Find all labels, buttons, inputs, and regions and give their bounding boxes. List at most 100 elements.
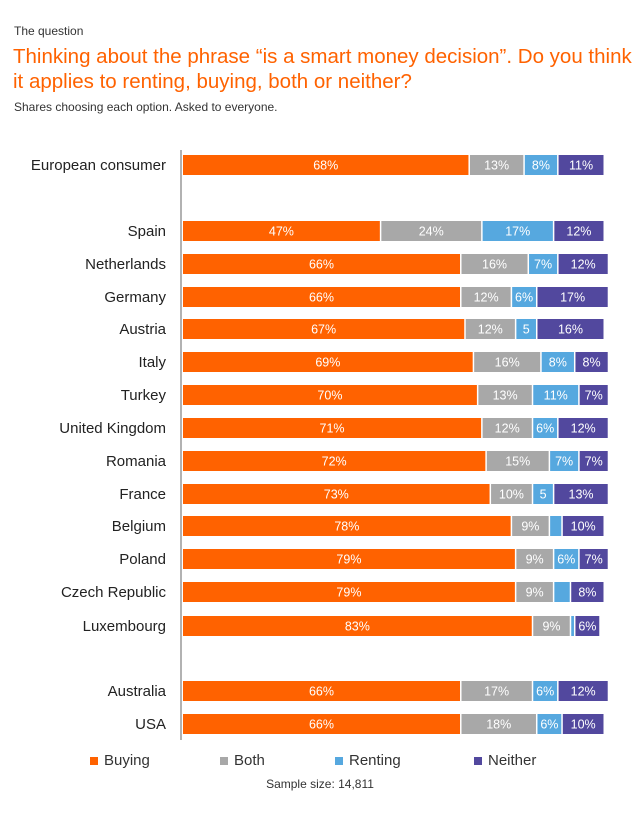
data-label: 18% bbox=[486, 718, 511, 732]
bar-segment-both bbox=[461, 287, 511, 307]
data-label: 10% bbox=[499, 488, 524, 502]
data-label: 5 bbox=[523, 323, 530, 337]
bar-segment-renting bbox=[529, 254, 558, 274]
bar-segment-both bbox=[482, 418, 532, 438]
data-label: 9% bbox=[526, 553, 544, 567]
bar-segment-both bbox=[381, 221, 482, 241]
category-label: Italy bbox=[138, 354, 166, 371]
data-label: 69% bbox=[315, 356, 340, 370]
data-label: 78% bbox=[334, 520, 359, 534]
category-label: European consumer bbox=[31, 157, 166, 174]
category-label: Czech Republic bbox=[61, 584, 167, 601]
data-label: 5 bbox=[540, 488, 547, 502]
bar-segment-renting bbox=[571, 616, 574, 636]
legend-item-buying: Buying bbox=[90, 752, 150, 769]
data-label: 8% bbox=[532, 159, 550, 173]
data-label: 24% bbox=[419, 225, 444, 239]
data-label: 16% bbox=[495, 356, 520, 370]
data-label: 6% bbox=[557, 553, 575, 567]
bar-segment-renting bbox=[550, 516, 562, 536]
bar-segment-renting bbox=[533, 418, 558, 438]
data-label: 47% bbox=[269, 225, 294, 239]
data-label: 12% bbox=[566, 225, 591, 239]
bar-segment-both bbox=[461, 681, 532, 701]
data-label: 7% bbox=[555, 455, 573, 469]
data-label: 9% bbox=[542, 620, 560, 634]
data-label: 70% bbox=[317, 389, 342, 403]
data-label: 83% bbox=[345, 620, 370, 634]
bar-segment-both bbox=[461, 714, 536, 734]
bar-segment-renting bbox=[533, 681, 558, 701]
data-label: 12% bbox=[495, 422, 520, 436]
bar-segment-neither bbox=[554, 484, 608, 504]
bar-segment-renting bbox=[533, 484, 553, 504]
bar-segment-renting bbox=[541, 352, 574, 372]
bar-segment-neither bbox=[579, 549, 608, 569]
bar-segment-buying bbox=[183, 254, 461, 274]
bar-segment-both bbox=[516, 582, 553, 602]
legend-item-both: Both bbox=[220, 752, 265, 769]
category-label: Australia bbox=[108, 683, 167, 700]
data-label: 12% bbox=[474, 291, 499, 305]
data-label: 8% bbox=[578, 586, 596, 600]
sample-size-note: Sample size: 14,811 bbox=[266, 777, 374, 791]
bar-segment-buying bbox=[183, 319, 465, 339]
data-label: 7% bbox=[585, 389, 603, 403]
bar-segment-renting bbox=[516, 319, 536, 339]
bar-segment-buying bbox=[183, 385, 477, 405]
data-label: 6% bbox=[540, 718, 558, 732]
stacked-bar-chart: European consumer 68% 13% 8% 11% Spain 47% 24% 1… bbox=[31, 150, 608, 740]
data-label: 17% bbox=[505, 225, 530, 239]
data-label: 13% bbox=[493, 389, 518, 403]
bar-segment-neither bbox=[575, 352, 608, 372]
category-label: Romania bbox=[106, 453, 167, 470]
bar-segment-neither bbox=[554, 221, 604, 241]
bar-segment-buying bbox=[183, 516, 511, 536]
bar-segment-buying bbox=[183, 155, 469, 175]
data-label: 6% bbox=[536, 685, 554, 699]
bar-segment-both bbox=[478, 385, 532, 405]
bar-segment-buying bbox=[183, 451, 486, 471]
data-label: 79% bbox=[336, 553, 361, 567]
legend-label-both: Both bbox=[234, 752, 265, 769]
legend-swatch-neither bbox=[474, 756, 482, 765]
bar-segment-neither bbox=[579, 451, 608, 471]
data-label: 12% bbox=[571, 422, 596, 436]
bar-segment-both bbox=[512, 516, 549, 536]
data-label: 7% bbox=[534, 258, 552, 272]
bar-segment-neither bbox=[562, 714, 604, 734]
category-label: Turkey bbox=[121, 387, 167, 404]
legend-swatch-both bbox=[220, 756, 228, 765]
data-label: 7% bbox=[585, 455, 603, 469]
bar-segment-buying bbox=[183, 418, 482, 438]
data-label: 16% bbox=[558, 323, 583, 337]
bar-segment-neither bbox=[537, 287, 608, 307]
data-label: 68% bbox=[313, 159, 338, 173]
bar-segment-buying bbox=[183, 221, 380, 241]
bar-segment-buying bbox=[183, 484, 490, 504]
bar-segment-both bbox=[461, 254, 528, 274]
bar-segment-neither bbox=[571, 582, 604, 602]
data-label: 17% bbox=[484, 685, 509, 699]
legend-item-neither: Neither bbox=[474, 752, 536, 769]
data-label: 66% bbox=[309, 718, 334, 732]
data-label: 13% bbox=[569, 488, 594, 502]
data-label: 12% bbox=[571, 685, 596, 699]
bar-segment-buying bbox=[183, 549, 515, 569]
category-label: USA bbox=[135, 716, 166, 733]
category-label: Netherlands bbox=[85, 256, 166, 273]
bar-segment-neither bbox=[562, 516, 604, 536]
bar-segment-renting bbox=[524, 155, 558, 175]
bar-segment-buying bbox=[183, 714, 461, 734]
bar-segment-renting bbox=[533, 385, 579, 405]
bar-segment-buying bbox=[183, 287, 461, 307]
data-label: 11% bbox=[544, 389, 568, 403]
bar-segment-renting bbox=[482, 221, 553, 241]
chart-subtitle: Shares choosing each option. Asked to ev… bbox=[14, 100, 278, 114]
data-label: 6% bbox=[515, 291, 533, 305]
data-label: 66% bbox=[309, 291, 334, 305]
bar-segment-neither bbox=[558, 155, 604, 175]
legend-label-neither: Neither bbox=[488, 752, 537, 769]
chart-title: Thinking about the phrase “is a smart mo… bbox=[13, 45, 632, 93]
data-label: 72% bbox=[322, 455, 347, 469]
